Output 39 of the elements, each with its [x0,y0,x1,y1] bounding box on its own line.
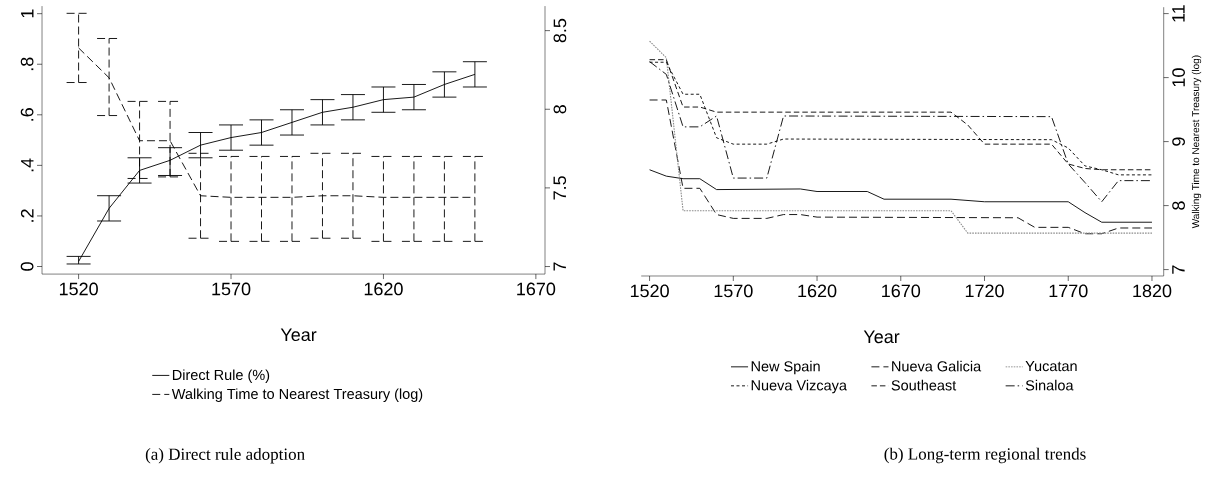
legend-label: Walking Time to Nearest Treasury (log) [171,388,423,402]
x-tick-label: 1570 [714,284,753,298]
x-tick-label: 1620 [798,284,837,298]
x-axis-title: Year [863,330,900,344]
y-tick-label: .6 [20,108,34,121]
y2-tick-label: 8.5 [553,18,567,43]
y-tick-label: 1 [21,9,34,18]
legend-label: Southeast [891,379,957,391]
x-tick-label: 1570 [212,282,251,296]
y-tick-label: 8 [1172,201,1185,210]
y2-tick-label: 7.5 [553,176,567,200]
y-tick-label: .4 [21,158,34,172]
x-tick-label: 1520 [59,282,98,296]
y-tick-label: 9 [1172,137,1185,146]
x-tick-label: 1670 [517,282,556,296]
y-axis-title: Walking Time to Nearest Treasury (log) [1191,55,1202,229]
legend-label: Yucatan [1025,361,1077,372]
y2-tick-label: 7 [553,262,566,271]
y-tick-label: .8 [20,57,34,71]
legend-label: Nueva Galicia [892,360,982,372]
text: (a) Direct rule adoption [145,447,305,464]
legend-label: Direct Rule (%) [172,369,270,383]
y2-tick-label: 8 [553,105,567,114]
legend-label: Sinaloa [1025,379,1074,391]
y-tick-label: 11 [1172,5,1185,22]
x-tick-label: 1670 [882,284,921,298]
x-tick-label: 1820 [1133,284,1172,298]
y-tick-label: 10 [1172,68,1185,87]
y-tick-label: 7 [1172,265,1185,274]
legend-label: New Spain [751,360,820,375]
x-tick-label: 1720 [965,284,1004,298]
x-tick-label: 1770 [1049,284,1088,298]
x-tick-label: 1620 [364,282,403,296]
y-tick-label: .2 [20,209,34,222]
legend-label: Nueva Vizcaya [751,379,847,394]
text: (b) Long-term regional trends [884,447,1086,464]
y-tick-label: 0 [20,262,34,271]
x-axis-title: Year [280,328,317,342]
x-tick-label: 1520 [630,284,669,298]
